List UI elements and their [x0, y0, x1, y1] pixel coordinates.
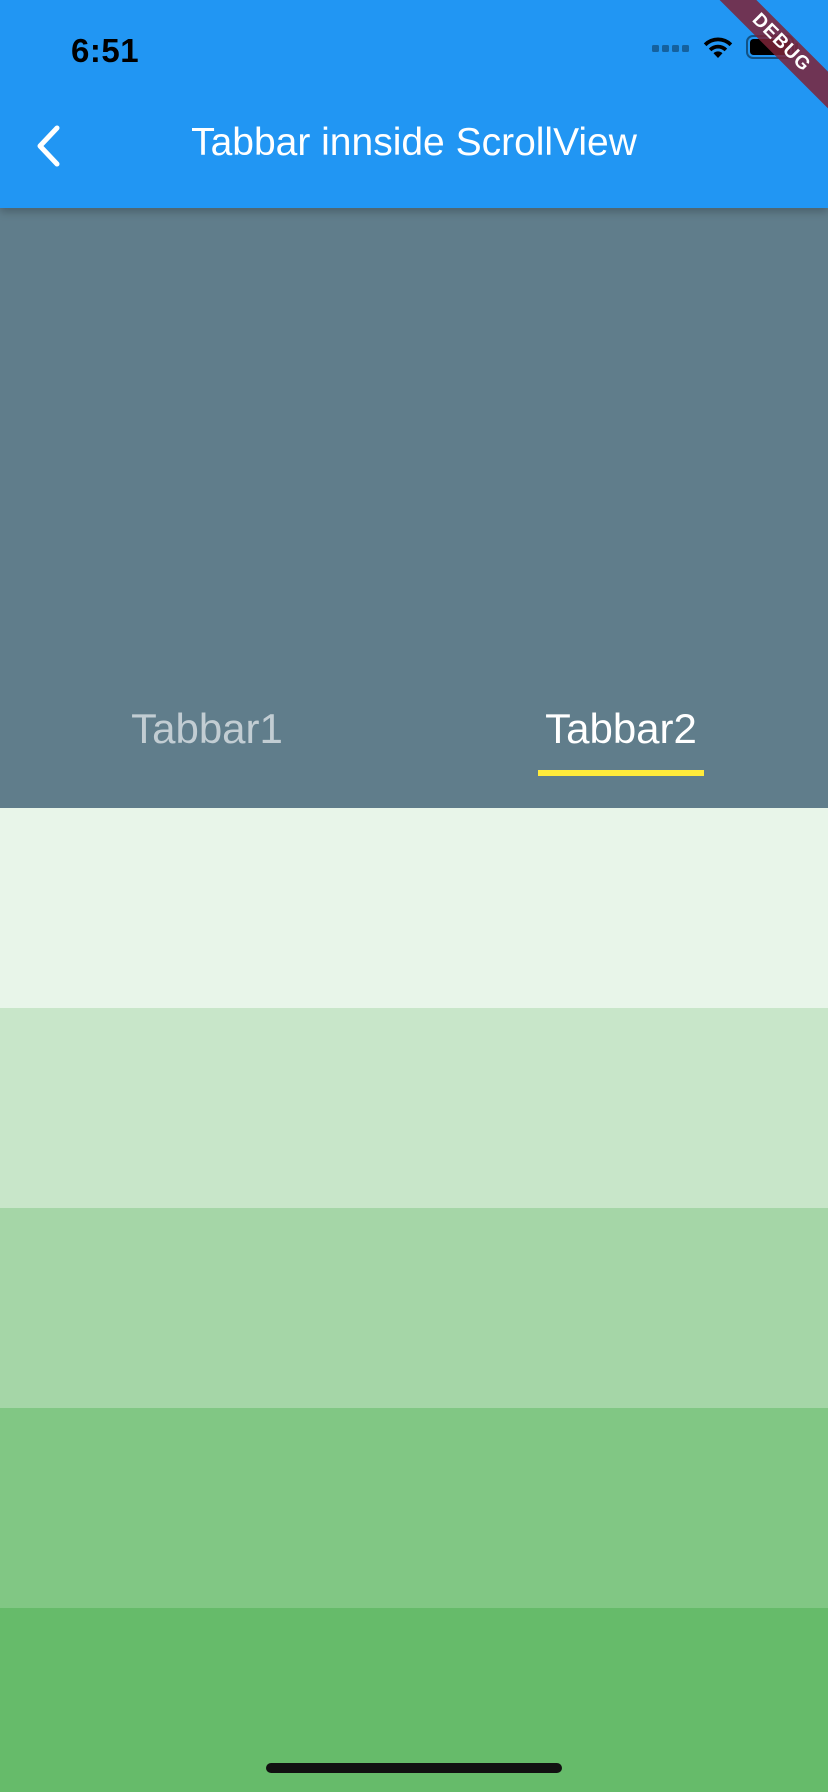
list-item — [0, 1608, 828, 1792]
list-item — [0, 1408, 828, 1608]
tab-label: Tabbar1 — [131, 705, 283, 752]
color-list — [0, 808, 828, 1792]
status-time: 6:51 — [71, 32, 140, 69]
home-indicator[interactable] — [266, 1763, 562, 1773]
tab-tabbar2[interactable]: Tabbar2 — [414, 658, 828, 808]
debug-banner-label: DEBUG — [711, 0, 828, 113]
page-title: Tabbar innside ScrollView — [191, 121, 637, 164]
tab-label: Tabbar2 — [545, 705, 697, 752]
header-image-area: Tabbar1 Tabbar2 — [0, 208, 828, 808]
list-item — [0, 808, 828, 1008]
tab-bar: Tabbar1 Tabbar2 — [0, 658, 828, 808]
list-item — [0, 1208, 828, 1408]
list-item — [0, 1008, 828, 1208]
signal-dots-icon — [652, 40, 690, 58]
chevron-left-icon — [33, 124, 63, 173]
tab-indicator — [538, 770, 704, 776]
top-bar: 6:51 — [0, 0, 828, 208]
wifi-icon — [702, 34, 734, 65]
back-button[interactable] — [20, 120, 76, 176]
debug-banner: DEBUG — [708, 0, 828, 120]
tab-tabbar1[interactable]: Tabbar1 — [0, 658, 414, 808]
